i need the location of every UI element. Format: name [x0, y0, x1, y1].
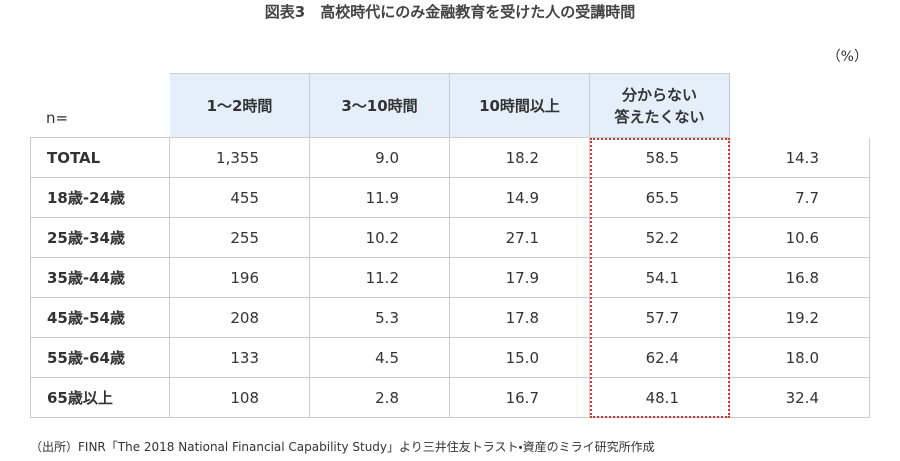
data-cell: 14.3 [730, 138, 870, 178]
unit: （%） [826, 49, 868, 65]
data-cell: 5.3 [310, 298, 450, 338]
data-cell: 7.7 [730, 178, 870, 218]
data-cell: 11.2 [310, 258, 450, 298]
data-cell: 10.2 [310, 218, 450, 258]
data-cell: 133 [170, 338, 310, 378]
header-cell: 3〜10時間 [310, 73, 450, 138]
data-cell: 455 [170, 178, 310, 218]
title: 図表3 高校時代にのみ金融教育を受けた人の受講時間 [264, 3, 636, 21]
data-cell: 18.0 [730, 338, 870, 378]
data-cell: 32.4 [730, 378, 870, 418]
data-cell: 108 [170, 378, 310, 418]
highlight-box [590, 138, 730, 418]
data-cell: 9.0 [310, 138, 450, 178]
data-cell: 1,355 [170, 138, 310, 178]
data-cell: 16.8 [730, 258, 870, 298]
data-cell: 4.5 [310, 338, 450, 378]
data-cell: 14.9 [450, 178, 590, 218]
data-cell: 15.0 [450, 338, 590, 378]
data-cell: 196 [170, 258, 310, 298]
data-cell: 208 [170, 298, 310, 338]
row-label: 18歳-24歳 [30, 178, 170, 218]
header-cell: 1〜2時間 [170, 73, 310, 138]
row-label: TOTAL [30, 138, 170, 178]
data-cell: 16.7 [450, 378, 590, 418]
header-cell: 分からない 答えたくない [590, 73, 730, 138]
row-label: 65歳以上 [30, 378, 170, 418]
row-label: 35歳-44歳 [30, 258, 170, 298]
source: （出所）FINR「The 2018 National Financial Cap… [30, 440, 655, 454]
data-cell: 27.1 [450, 218, 590, 258]
row-label: 45歳-54歳 [30, 298, 170, 338]
data-cell: 19.2 [730, 298, 870, 338]
data-cell: 17.9 [450, 258, 590, 298]
data-cell: 18.2 [450, 138, 590, 178]
data-cell: 11.9 [310, 178, 450, 218]
header-cell: 10時間以上 [450, 73, 590, 138]
row-label: 55歳-64歳 [30, 338, 170, 378]
data-cell: 10.6 [730, 218, 870, 258]
data-cell: 2.8 [310, 378, 450, 418]
row-label: 25歳-34歳 [30, 218, 170, 258]
data-cell: 17.8 [450, 298, 590, 338]
data-cell: 255 [170, 218, 310, 258]
